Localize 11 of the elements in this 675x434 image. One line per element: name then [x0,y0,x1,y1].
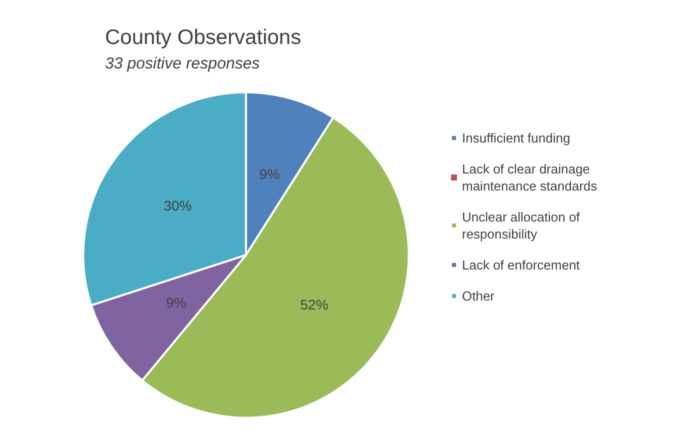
chart-subtitle: 33 positive responses [105,56,260,72]
chart-title: County Observations [105,26,302,49]
data-label: 9% [166,294,186,310]
data-label: 52% [300,296,328,313]
legend-label: Insufficient funding [462,130,570,146]
legend-label: Other [462,288,496,304]
data-label: 30% [164,197,192,214]
legend-label: Lack of enforcement [462,258,580,272]
data-label: 9% [259,166,280,182]
legend-label: Unclear allocation of responsibility [462,210,584,242]
legend-label: Lack of clear drainage maintenance standards [462,162,598,194]
